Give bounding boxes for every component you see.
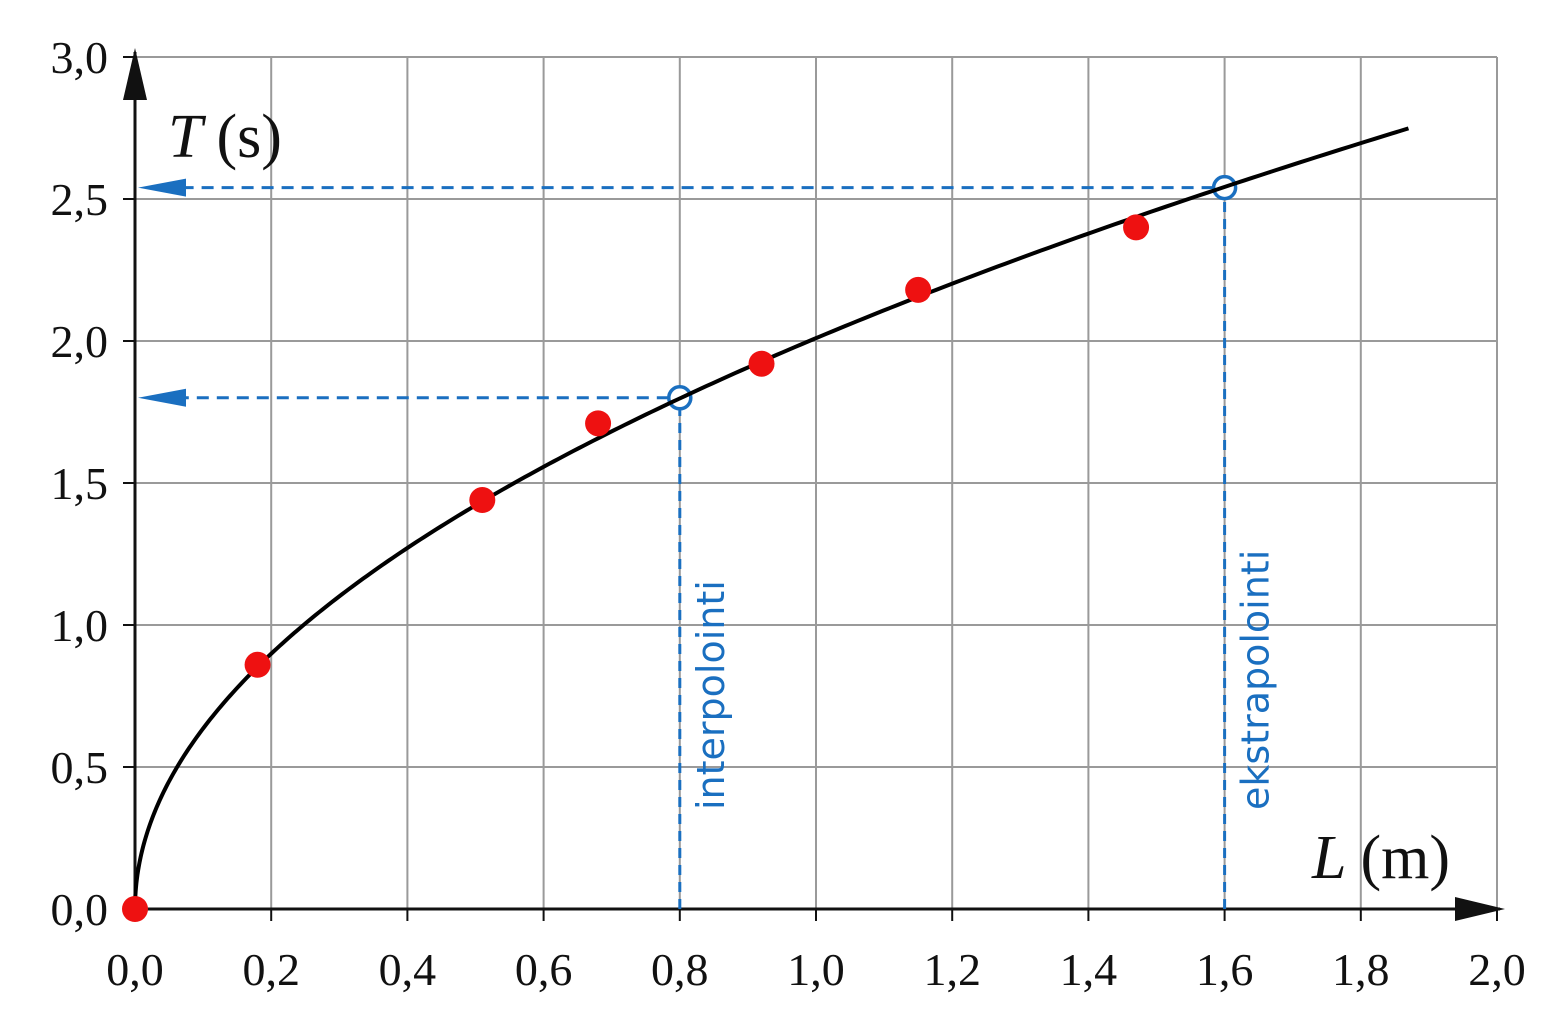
x-tick-label: 2,0 bbox=[1468, 944, 1526, 995]
y-tick-label: 1,5 bbox=[51, 458, 109, 509]
x-tick-label: 0,2 bbox=[242, 944, 300, 995]
x-tick-label: 0,0 bbox=[106, 944, 164, 995]
y-axis-label: T (s) bbox=[168, 103, 282, 171]
x-axis-arrow bbox=[1455, 897, 1505, 921]
data-point bbox=[122, 896, 148, 922]
fit-curve-path bbox=[133, 126, 1410, 910]
data-point bbox=[585, 410, 612, 437]
x-axis-label: L (m) bbox=[1311, 824, 1450, 892]
guide-arrowhead bbox=[138, 178, 186, 197]
grid bbox=[135, 56, 1498, 909]
data-points bbox=[122, 214, 1150, 922]
y-axis-arrow bbox=[123, 48, 147, 100]
data-point bbox=[1123, 214, 1150, 241]
x-tick-label: 0,4 bbox=[379, 944, 437, 995]
x-tick-label: 0,6 bbox=[515, 944, 573, 995]
guide-lines: interpolointi ekstrapolointi bbox=[138, 174, 1278, 909]
data-point bbox=[905, 276, 932, 303]
x-tick-label: 1,0 bbox=[787, 944, 845, 995]
x-tick-label: 1,6 bbox=[1196, 944, 1254, 995]
x-tick-label: 1,4 bbox=[1060, 944, 1118, 995]
x-tick-label: 1,8 bbox=[1332, 944, 1390, 995]
tick-labels: 0,0 0,2 0,4 0,6 0,8 1,0 1,2 1,4 1,6 1,8 2,0 0,0 0,5 1… bbox=[51, 32, 1526, 995]
data-point bbox=[469, 487, 496, 514]
y-tick-label: 0,0 bbox=[51, 884, 109, 935]
annotation-label: interpolointi bbox=[689, 580, 733, 810]
x-tick-label: 1,2 bbox=[923, 944, 981, 995]
y-tick-label: 0,5 bbox=[51, 742, 109, 793]
axis-labels: T (s) L (m) bbox=[168, 103, 1450, 892]
y-tick-label: 2,5 bbox=[51, 174, 109, 225]
x-tick-label: 0,8 bbox=[651, 944, 709, 995]
fit-curve bbox=[133, 126, 1410, 910]
data-point bbox=[748, 350, 775, 377]
y-tick-label: 2,0 bbox=[51, 316, 109, 367]
data-point bbox=[244, 651, 271, 678]
axes bbox=[123, 48, 1505, 921]
y-tick-label: 1,0 bbox=[51, 600, 109, 651]
y-tick-label: 3,0 bbox=[51, 32, 109, 83]
annotation-label: ekstrapolointi bbox=[1234, 550, 1278, 810]
guide-arrowhead bbox=[138, 388, 186, 407]
